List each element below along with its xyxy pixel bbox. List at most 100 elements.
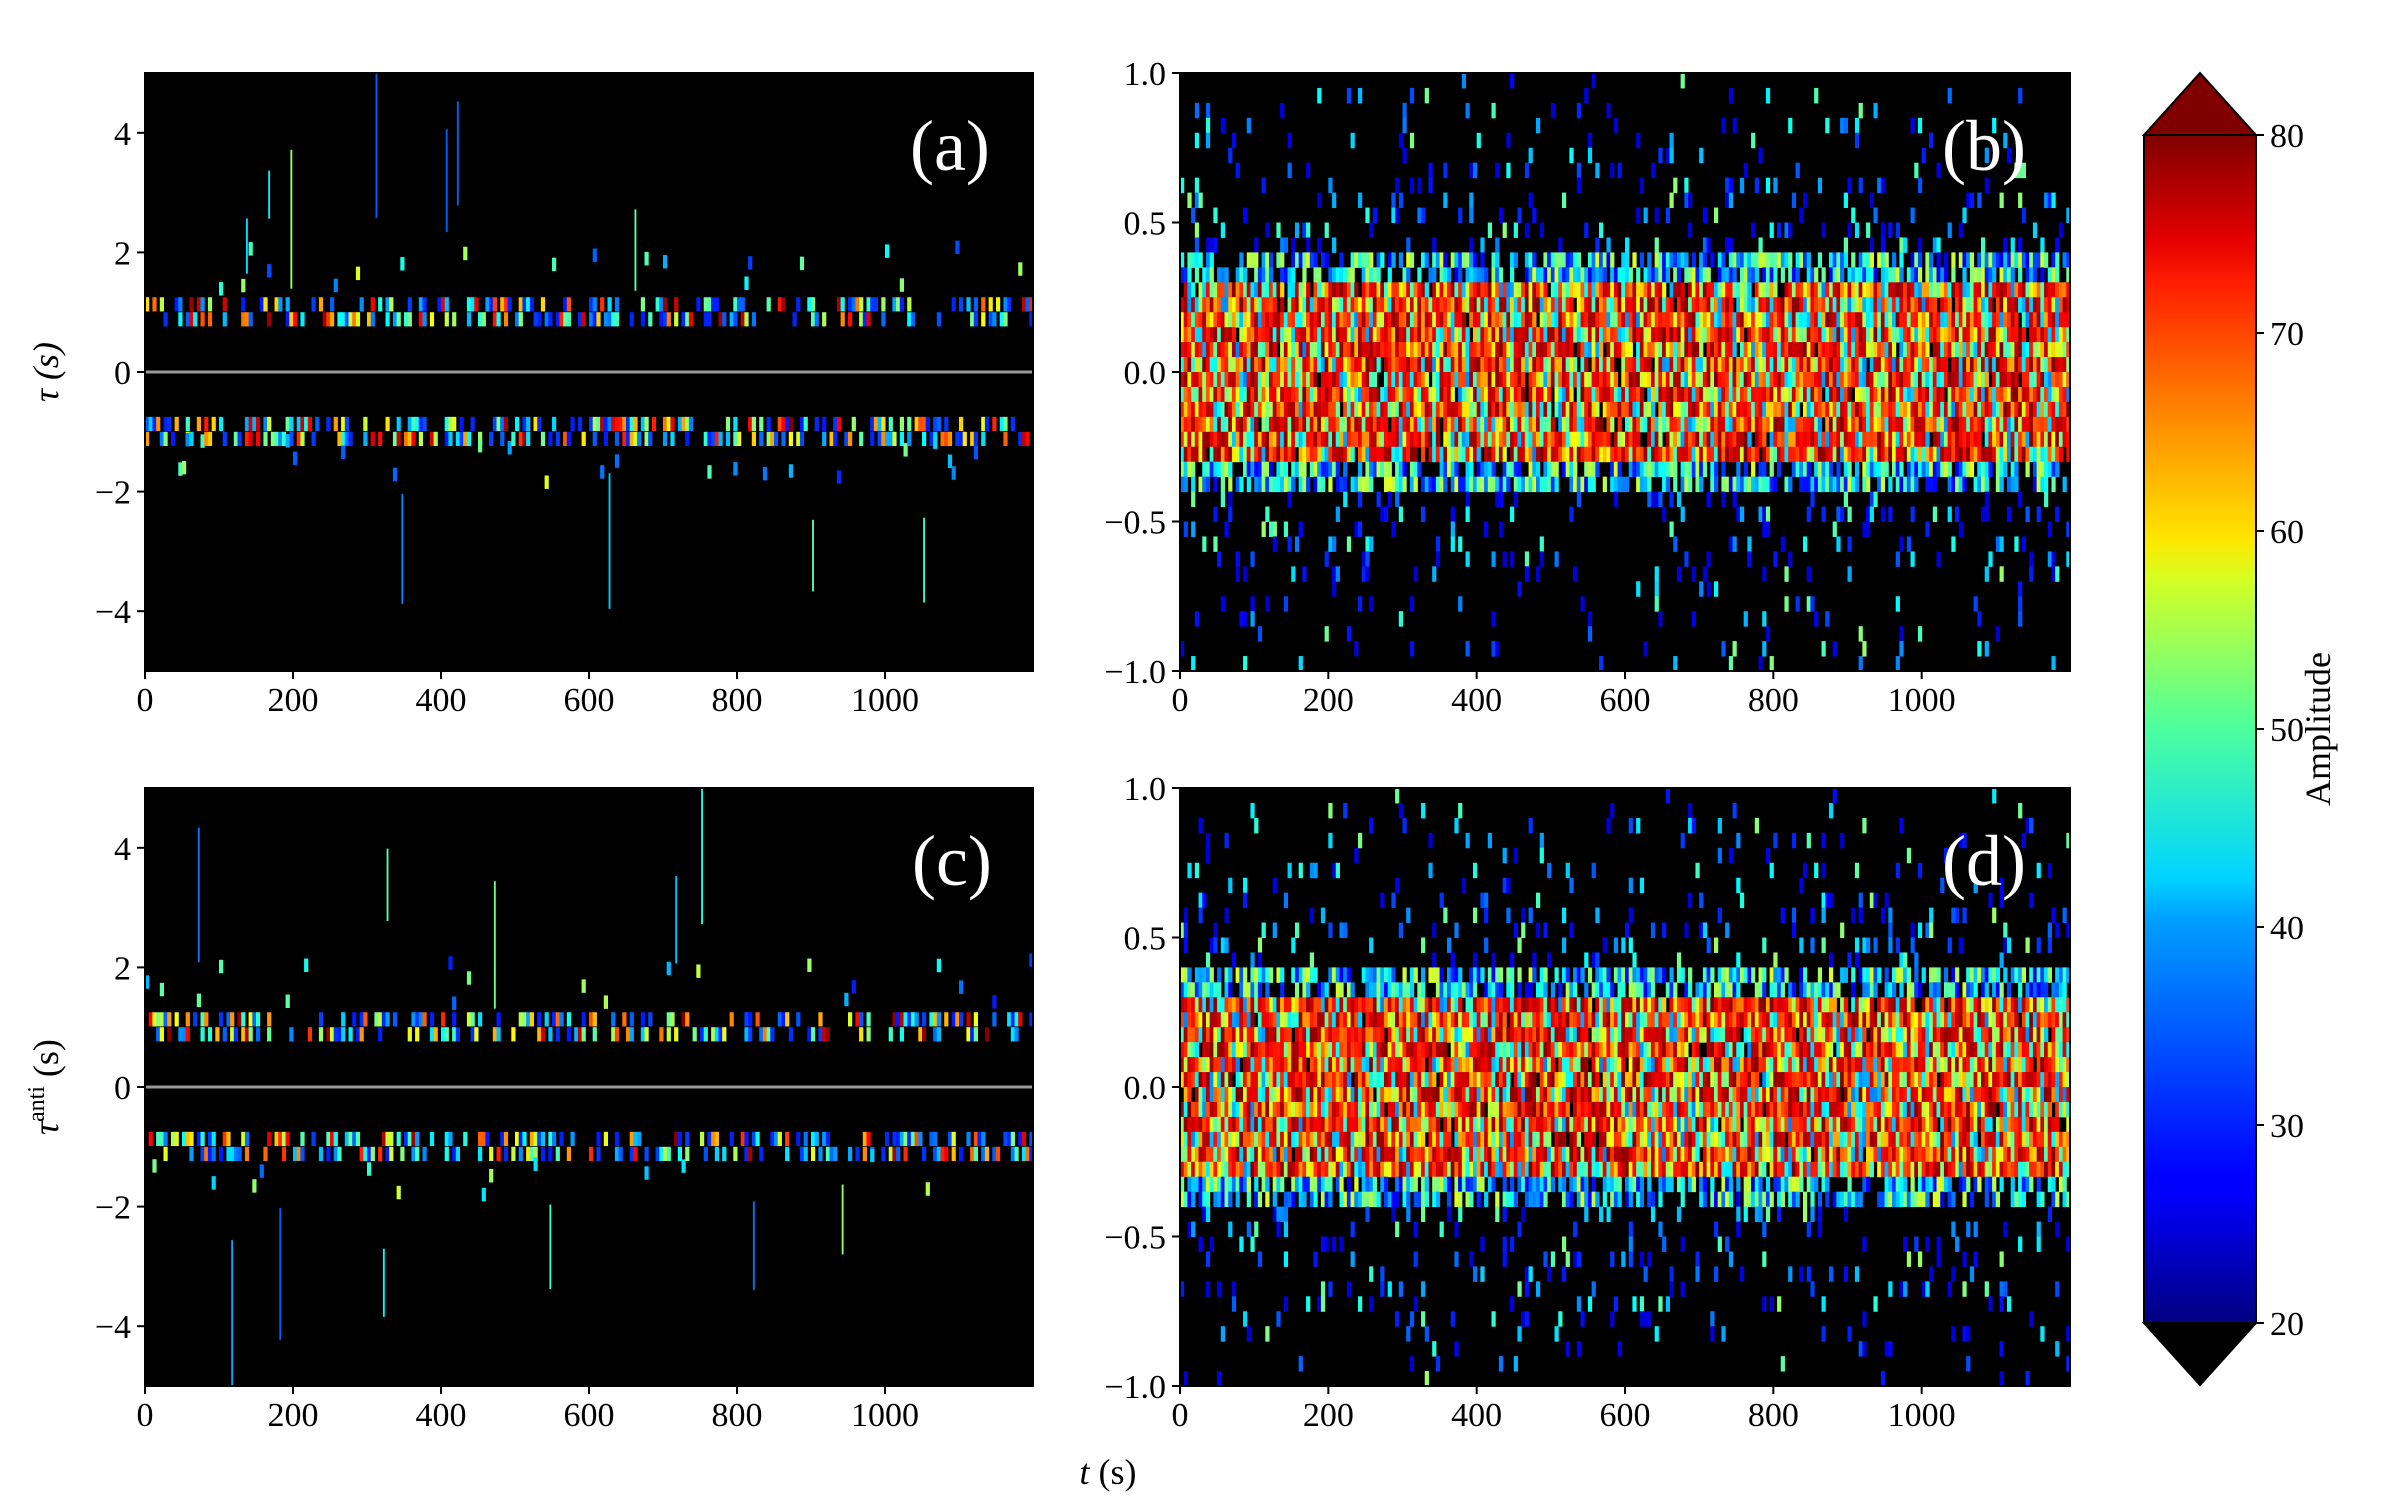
- heatmap-cell: [1613, 117, 1619, 134]
- heatmap-cell: [1469, 267, 1474, 283]
- heatmap-cell: [1591, 327, 1596, 343]
- panel-b-cells: [1180, 73, 2070, 671]
- heatmap-cell: [1194, 386, 1200, 403]
- heatmap-cell: [1828, 267, 1834, 283]
- heatmap-cell: [1628, 372, 1633, 388]
- heatmap-cell: [1765, 416, 1771, 433]
- heatmap-cell: [1817, 312, 1823, 328]
- heatmap-cell: [1966, 342, 1971, 358]
- heatmap-cell: [1003, 312, 1008, 327]
- heatmap-cell: [1524, 401, 1530, 418]
- heatmap-cell: [1899, 431, 1904, 448]
- heatmap-cell: [744, 312, 749, 327]
- heatmap-cell: [293, 451, 298, 465]
- heatmap-cell: [378, 1027, 383, 1042]
- heatmap-cell: [1539, 267, 1544, 283]
- heatmap-cell: [1328, 416, 1333, 433]
- heatmap-cell: [1280, 312, 1285, 328]
- heatmap-cell: [833, 1146, 838, 1162]
- heatmap-cell: [1354, 282, 1359, 298]
- heatmap-cell: [1521, 372, 1526, 388]
- heatmap-cell: [1584, 461, 1589, 478]
- heatmap-cell: [1636, 297, 1641, 313]
- heatmap-cell: [1669, 416, 1674, 433]
- heatmap-cell: [1895, 357, 1900, 373]
- heatmap-cell: [1758, 357, 1763, 373]
- heatmap-cell: [1662, 461, 1667, 478]
- heatmap-cell: [2040, 401, 2045, 418]
- heatmap-cell: [1198, 312, 1203, 328]
- heatmap-cell: [981, 1131, 986, 1147]
- heatmap-cell: [1224, 446, 1229, 463]
- heatmap-cell: [318, 1012, 324, 1027]
- heatmap-cell: [1995, 282, 2001, 298]
- heatmap-cell: [1587, 282, 1593, 298]
- heatmap-cell: [1317, 327, 1322, 343]
- heatmap-cell: [233, 1027, 238, 1042]
- heatmap-cell: [1669, 521, 1674, 537]
- heatmap-cell: [1599, 446, 1604, 463]
- heatmap-cell: [2058, 297, 2064, 313]
- heatmap-cell: [1480, 282, 1485, 298]
- heatmap-cell: [1873, 431, 1878, 448]
- heatmap-cell: [1669, 386, 1674, 403]
- heatmap-cell: [1973, 431, 1978, 448]
- heatmap-cell: [1780, 252, 1785, 268]
- heatmap-cell: [1461, 327, 1467, 343]
- heatmap-cell: [333, 1146, 338, 1162]
- heatmap-cell: [1443, 252, 1448, 268]
- heatmap-cell: [1962, 342, 1967, 358]
- heatmap-cell: [1636, 132, 1641, 149]
- heatmap-cell: [1243, 416, 1248, 433]
- heatmap-cell: [1662, 357, 1667, 373]
- heatmap-cell: [1877, 177, 1882, 194]
- heatmap-cell: [411, 1012, 416, 1027]
- heatmap-cell: [785, 1131, 790, 1147]
- heatmap-cell: [2032, 222, 2038, 238]
- heatmap-cell: [1406, 327, 1411, 343]
- heatmap-cell: [1714, 386, 1719, 403]
- heatmap-cell: [1869, 282, 1874, 298]
- heatmap-cell: [1550, 372, 1556, 388]
- heatmap-cell: [1476, 431, 1481, 448]
- heatmap-cell: [1636, 342, 1641, 358]
- heatmap-cell: [1346, 446, 1352, 463]
- heatmap-cell: [1395, 327, 1400, 343]
- heatmap-cell: [1617, 327, 1622, 343]
- heatmap-cell: [2051, 446, 2056, 463]
- heatmap-cell: [1966, 416, 1971, 433]
- heatmap-cell: [1395, 342, 1400, 358]
- heatmap-cell: [1472, 357, 1478, 373]
- heatmap-cell: [1780, 416, 1785, 433]
- heatmap-cell: [1550, 416, 1556, 433]
- heatmap-cell: [1498, 491, 1504, 508]
- heatmap-cell: [1673, 386, 1678, 403]
- heatmap-cell: [2058, 401, 2064, 418]
- heatmap-cell: [1728, 386, 1734, 403]
- heatmap-cell: [1769, 431, 1774, 448]
- heatmap-cell: [1276, 327, 1281, 343]
- heatmap-cell: [1595, 282, 1600, 298]
- heatmap-cell: [2062, 312, 2067, 328]
- heatmap-cell: [315, 416, 320, 432]
- heatmap-cell: [866, 312, 871, 327]
- heatmap-cell: [1625, 297, 1630, 313]
- heatmap-cell: [1662, 386, 1667, 403]
- heatmap-cell: [2014, 297, 2019, 313]
- heatmap-cell: [540, 1146, 546, 1162]
- heatmap-cell: [1784, 386, 1789, 403]
- heatmap-cell: [1806, 506, 1811, 522]
- heatmap-cell: [1591, 297, 1596, 313]
- heatmap-cell: [1725, 327, 1730, 343]
- heatmap-cell: [1851, 282, 1856, 298]
- heatmap-cell: [1265, 357, 1270, 373]
- heatmap-cell: [2062, 372, 2067, 388]
- heatmap-cell: [1383, 401, 1389, 418]
- heatmap-cell: [492, 416, 497, 432]
- heatmap-cell: [1265, 312, 1270, 328]
- heatmap-cell: [1246, 416, 1251, 433]
- heatmap-cell: [559, 1012, 564, 1027]
- heatmap-cell: [1728, 446, 1734, 463]
- heatmap-cell: [1992, 357, 1997, 373]
- heatmap-cell: [1302, 416, 1307, 433]
